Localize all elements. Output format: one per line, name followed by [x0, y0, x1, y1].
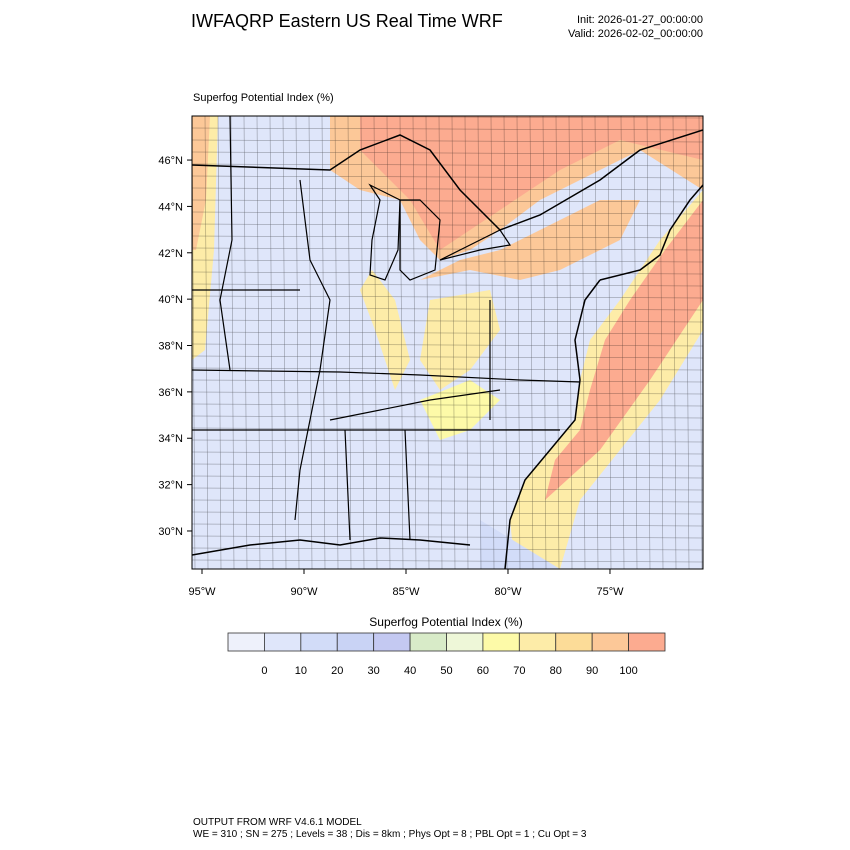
colorbar-box [336, 632, 375, 652]
lon-tick-label: 80°W [494, 586, 522, 598]
footer-config: WE = 310 ; SN = 275 ; Levels = 38 ; Dis … [193, 829, 587, 840]
lat-tick-label: 36°N [158, 387, 183, 399]
lon-tick-label: 90°W [290, 586, 318, 598]
colorbar-box [264, 632, 302, 652]
colorbar-label: 90 [586, 665, 598, 677]
colorbar-box [409, 632, 447, 652]
lon-tick-label: 75°W [596, 586, 624, 598]
colorbar-label: 20 [331, 665, 343, 677]
colorbar-label: 40 [404, 665, 416, 677]
lat-tick-label: 34°N [158, 433, 183, 445]
colorbar-box [300, 632, 338, 652]
colorbar-label: 10 [295, 665, 307, 677]
colorbar-label: 100 [619, 665, 637, 677]
init-time: Init: 2026-01-27_00:00:00 [577, 14, 703, 26]
lat-tick-label: 46°N [158, 155, 183, 167]
lat-tick-label: 42°N [158, 248, 183, 260]
footer-model: OUTPUT FROM WRF V4.6.1 MODEL [193, 817, 362, 828]
colorbar-title: Superfog Potential Index (%) [369, 615, 522, 629]
colorbar-box [446, 632, 484, 652]
colorbar-box [555, 632, 593, 652]
colorbar-box [628, 632, 666, 652]
colorbar-box [373, 632, 411, 652]
colorbar-label: 50 [440, 665, 452, 677]
colorbar-box [482, 632, 520, 652]
colorbar-label: 60 [477, 665, 489, 677]
lat-tick-label: 38°N [158, 341, 183, 353]
boundaries [192, 116, 703, 569]
colorbar-label: 0 [261, 665, 267, 677]
lat-tick-label: 32°N [158, 480, 183, 492]
lat-tick-label: 44°N [158, 201, 183, 213]
lon-tick-label: 85°W [392, 586, 420, 598]
colorbar-box [227, 632, 265, 652]
lat-tick-label: 30°N [158, 526, 183, 538]
lat-tick-label: 40°N [158, 294, 183, 306]
map-frame [191, 115, 704, 570]
colorbar-label: 30 [368, 665, 380, 677]
colorbar-box [518, 632, 557, 652]
colorbar-label: 70 [513, 665, 525, 677]
valid-time: Valid: 2026-02-02_00:00:00 [568, 28, 703, 40]
colorbar-box [591, 632, 629, 652]
field-title: Superfog Potential Index (%) [193, 92, 334, 104]
county-grid [192, 116, 703, 569]
lon-tick-label: 95°W [188, 586, 216, 598]
title: IWFAQRP Eastern US Real Time WRF [191, 11, 503, 31]
colorbar-label: 80 [550, 665, 562, 677]
